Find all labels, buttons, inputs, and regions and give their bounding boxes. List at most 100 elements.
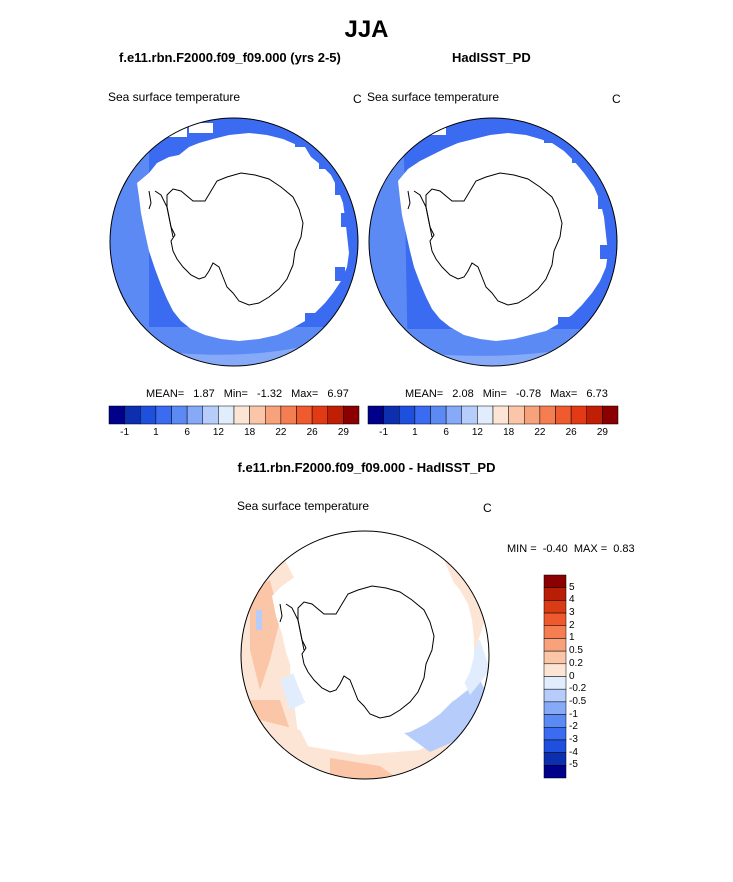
diff-variable-label: Sea surface temperature	[237, 499, 370, 513]
diff-colorbar-tick-label: -3	[569, 733, 578, 745]
left-colorbar-swatch	[186, 405, 203, 425]
left-colorbar-swatch	[108, 405, 125, 425]
left-colorbar-swatch	[124, 405, 141, 425]
left-max-value: 6.97	[327, 388, 349, 400]
right-colorbar-swatch	[586, 405, 603, 425]
diff-max-value: 0.83	[613, 543, 635, 555]
left-colorbar-swatch	[171, 405, 188, 425]
diff-colorbar-tick-label: 0.2	[569, 657, 583, 669]
left-max-label: Max=	[291, 388, 319, 400]
right-colorbar-swatch	[383, 405, 400, 425]
right-max-label: Max=	[550, 388, 578, 400]
right-colorbar-tick-label: 12	[471, 427, 483, 438]
diff-colorbar-tick-label: -0.2	[569, 683, 587, 695]
right-colorbar-tick-label: -1	[379, 427, 389, 438]
left-colorbar-tick-label: 29	[337, 427, 349, 438]
left-colorbar-tick-label: -1	[120, 427, 130, 438]
left-variable-label: Sea surface temperature	[108, 90, 241, 104]
left-colorbar-swatch	[296, 405, 313, 425]
right-colorbar-swatch	[524, 405, 541, 425]
right-colorbar-swatch	[508, 405, 525, 425]
right-colorbar-swatch	[430, 405, 447, 425]
right-colorbar-swatch	[492, 405, 509, 425]
right-case-title: HadISST_PD	[452, 50, 531, 65]
diff-colorbar-tick-label: 2	[569, 619, 575, 631]
diff-minmax: MIN = -0.40 MAX = 0.83	[507, 543, 635, 555]
left-colorbar-swatch	[327, 405, 344, 425]
right-stats: MEAN= 2.08 Min= -0.78 Max= 6.73	[405, 388, 608, 400]
diff-colorbar-swatch	[543, 739, 567, 753]
right-colorbar-swatch	[555, 405, 572, 425]
right-min-value: -0.78	[515, 388, 542, 400]
left-colorbar-tick-label: 22	[275, 427, 287, 438]
right-colorbar-swatch	[602, 405, 619, 425]
left-colorbar-swatch	[343, 405, 360, 425]
diff-colorbar-tick-label: 4	[569, 594, 575, 606]
diff-colorbar-swatch	[543, 752, 567, 766]
left-mean-label: MEAN=	[146, 388, 185, 400]
left-colorbar-tick-label: 12	[212, 427, 224, 438]
diff-colorbar-swatch	[543, 701, 567, 715]
diff-min-label: MIN =	[507, 543, 537, 555]
left-colorbar	[108, 405, 360, 425]
left-colorbar-swatch	[311, 405, 328, 425]
diff-colorbar-ticks: 5 4 3 2 1 0.5 0.2 0 -0.2 -0.5 -1 -2 -3 -4 -5	[569, 575, 609, 778]
diff-colorbar-tick-label: 0.5	[569, 645, 583, 657]
diff-colorbar-tick-label: 1	[569, 632, 575, 644]
diff-colorbar-swatch	[543, 650, 567, 665]
right-units-label: C	[612, 92, 621, 106]
right-mean-label: MEAN=	[405, 388, 444, 400]
diff-colorbar-tick-label: -2	[569, 721, 578, 733]
diff-colorbar-swatch	[543, 638, 567, 652]
left-stats: MEAN= 1.87 Min= -1.32 Max= 6.97	[146, 388, 349, 400]
right-colorbar-tick-label: 29	[596, 427, 608, 438]
left-colorbar-swatch	[155, 405, 172, 425]
left-colorbar-tick-label: 1	[153, 427, 159, 438]
left-colorbar-tick-label: 26	[306, 427, 318, 438]
left-min-label: Min=	[223, 388, 248, 400]
left-min-value: -1.32	[256, 388, 283, 400]
right-colorbar-tick-label: 6	[443, 427, 449, 438]
diff-colorbar-swatch	[543, 663, 567, 677]
right-mean-value: 2.08	[452, 388, 474, 400]
right-colorbar-swatch	[399, 405, 416, 425]
diff-colorbar-swatch	[543, 574, 567, 588]
right-min-label: Min=	[482, 388, 507, 400]
right-colorbar-tick-label: 26	[565, 427, 577, 438]
right-sst-map	[368, 117, 618, 367]
diff-colorbar-swatch	[543, 688, 567, 703]
right-colorbar-swatch	[367, 405, 384, 425]
right-colorbar-swatch	[477, 405, 494, 425]
diff-units-label: C	[483, 501, 492, 515]
right-colorbar-tick-label: 1	[412, 427, 418, 438]
page-title: JJA	[344, 16, 389, 43]
left-case-title: f.e11.rbn.F2000.f09_f09.000 (yrs 2-5)	[119, 50, 341, 65]
right-max-value: 6.73	[586, 388, 608, 400]
left-units-label: C	[353, 92, 362, 106]
diff-colorbar-swatch	[543, 587, 567, 601]
diff-colorbar-swatch	[543, 727, 567, 741]
left-colorbar-swatch	[249, 405, 266, 425]
left-colorbar-swatch	[233, 405, 250, 425]
diff-colorbar-tick-label: 5	[569, 581, 575, 593]
diff-colorbar-swatch	[543, 625, 567, 639]
diff-colorbar-tick-label: -1	[569, 708, 578, 720]
diff-colorbar-tick-label: -5	[569, 759, 578, 771]
left-colorbar-tick-label: 6	[184, 427, 190, 438]
right-colorbar-tick-label: 22	[534, 427, 546, 438]
left-colorbar-swatch	[202, 405, 219, 425]
diff-colorbar-swatch	[543, 714, 567, 728]
diff-max-label: MAX =	[573, 543, 608, 555]
right-colorbar-swatch	[414, 405, 431, 425]
diff-colorbar-tick-label: -4	[569, 746, 578, 758]
diff-case-title: f.e11.rbn.F2000.f09_f09.000 - HadISST_PD	[237, 460, 496, 475]
diff-min-value: -0.40	[542, 543, 568, 555]
left-sst-map	[109, 117, 359, 367]
right-colorbar-swatch	[445, 405, 462, 425]
left-colorbar-swatch	[265, 405, 282, 425]
diff-colorbar-swatch	[543, 676, 567, 690]
diff-colorbar-swatch	[543, 612, 567, 626]
left-colorbar-tick-label: 18	[244, 427, 256, 438]
left-colorbar-swatch	[140, 405, 157, 425]
diff-colorbar-tick-label: 3	[569, 607, 575, 619]
